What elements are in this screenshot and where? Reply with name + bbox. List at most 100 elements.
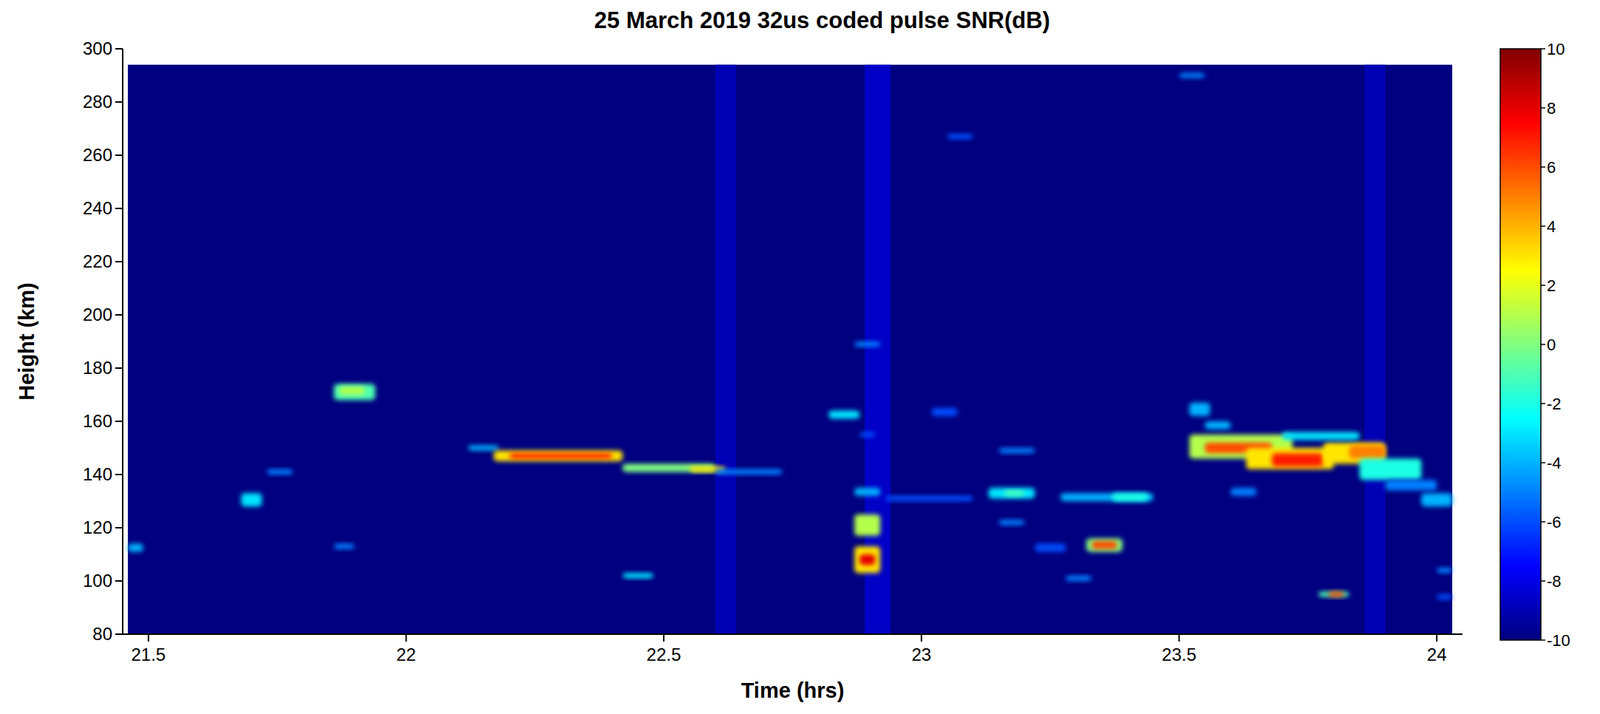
y-tick: [115, 633, 123, 635]
y-tick: [115, 260, 123, 263]
cell: [1359, 458, 1422, 480]
cell: [998, 519, 1025, 525]
colorbar-tick: [1540, 402, 1546, 405]
cell: [339, 386, 366, 395]
cell: [859, 554, 876, 565]
colorbar-tick-label: -2: [1546, 394, 1562, 414]
cell: [1003, 490, 1025, 496]
cell: [947, 133, 974, 139]
y-tick: [115, 154, 123, 156]
colorbar-tick-label: 4: [1546, 217, 1556, 236]
y-axis: [121, 48, 124, 635]
cell: [931, 407, 958, 417]
y-tick-label: 140: [82, 464, 113, 485]
cell: [854, 546, 881, 573]
x-tick: [405, 634, 408, 642]
y-tick-label: 100: [82, 570, 113, 591]
cell: [1271, 453, 1324, 467]
cell: [988, 487, 1035, 499]
colorbar-tick: [1540, 48, 1546, 50]
y-tick: [115, 420, 123, 422]
cell: [1384, 479, 1437, 490]
x-tick: [1178, 634, 1180, 642]
cell: [1436, 594, 1453, 600]
cell: [1112, 492, 1149, 502]
cell: [859, 431, 876, 437]
cell: [127, 543, 144, 553]
y-tick-label: 260: [82, 144, 113, 165]
x-tick-label: 21.5: [131, 644, 167, 665]
chart: 25 March 2019 32us coded pulse SNR(dB)80…: [0, 0, 1600, 714]
y-tick: [115, 48, 123, 50]
colorbar-tick: [1540, 580, 1546, 582]
colorbar-tick-label: 2: [1546, 276, 1556, 295]
x-tick-label: 22: [396, 644, 417, 665]
cell: [1230, 487, 1257, 496]
colorbar-tick: [1540, 461, 1546, 464]
cell: [127, 65, 1453, 635]
y-tick: [115, 101, 123, 103]
y-tick-label: 180: [82, 357, 113, 378]
cell: [1318, 591, 1350, 597]
cell: [1349, 444, 1386, 459]
colorbar-tick: [1540, 343, 1546, 346]
y-tick: [115, 580, 123, 582]
cell: [1086, 538, 1123, 552]
cell: [885, 495, 974, 502]
cell: [715, 469, 783, 475]
colorbar-tick: [1540, 284, 1546, 287]
cell: [334, 384, 376, 401]
y-tick-label: 220: [82, 251, 113, 272]
cell: [1282, 431, 1360, 440]
cell: [1246, 447, 1334, 470]
x-axis: [122, 633, 1463, 635]
x-tick-label: 22.5: [646, 644, 682, 665]
colorbar-tick-label: -4: [1546, 453, 1562, 473]
y-tick: [115, 367, 123, 369]
y-axis-title: Height (km): [14, 282, 39, 401]
cell: [334, 543, 355, 550]
cell: [467, 444, 499, 451]
cell: [493, 450, 623, 462]
cell: [1060, 492, 1154, 502]
y-tick: [115, 473, 123, 476]
x-tick: [147, 634, 150, 642]
colorbar-tick: [1540, 107, 1546, 109]
x-tick-label: 23: [911, 644, 932, 665]
y-tick: [115, 526, 123, 529]
cell: [1034, 543, 1066, 553]
x-tick: [662, 634, 665, 642]
colorbar-tick-label: 10: [1546, 39, 1565, 59]
cell: [240, 492, 262, 507]
cell: [715, 65, 737, 635]
title: 25 March 2019 32us coded pulse SNR(dB): [594, 7, 1051, 34]
cell: [1421, 492, 1453, 507]
cell: [1204, 421, 1231, 430]
y-tick: [115, 207, 123, 210]
cell: [1436, 567, 1453, 573]
y-tick: [115, 314, 123, 316]
y-tick-label: 200: [82, 304, 113, 325]
y-tick-label: 300: [82, 38, 113, 59]
y-tick-label: 240: [82, 198, 113, 219]
colorbar-tick: [1540, 166, 1546, 168]
x-axis-title: Time (hrs): [741, 678, 845, 703]
cell: [1065, 575, 1092, 581]
colorbar-tick-label: -10: [1546, 631, 1571, 650]
cell: [854, 487, 881, 496]
x-tick: [920, 634, 923, 642]
cells: [127, 65, 1453, 635]
cell: [1189, 402, 1210, 417]
colorbar-tick: [1540, 225, 1546, 227]
y-tick-label: 120: [82, 517, 113, 538]
cell: [266, 469, 293, 475]
cell: [509, 453, 612, 459]
colorbar-tick: [1540, 521, 1546, 523]
cell: [1328, 591, 1345, 597]
colorbar-tick-label: -6: [1546, 512, 1562, 532]
cell: [854, 514, 881, 536]
cell: [828, 410, 860, 420]
cell: [998, 447, 1035, 454]
colorbar-tick-label: 8: [1546, 99, 1556, 118]
y-tick-label: 160: [82, 410, 113, 431]
